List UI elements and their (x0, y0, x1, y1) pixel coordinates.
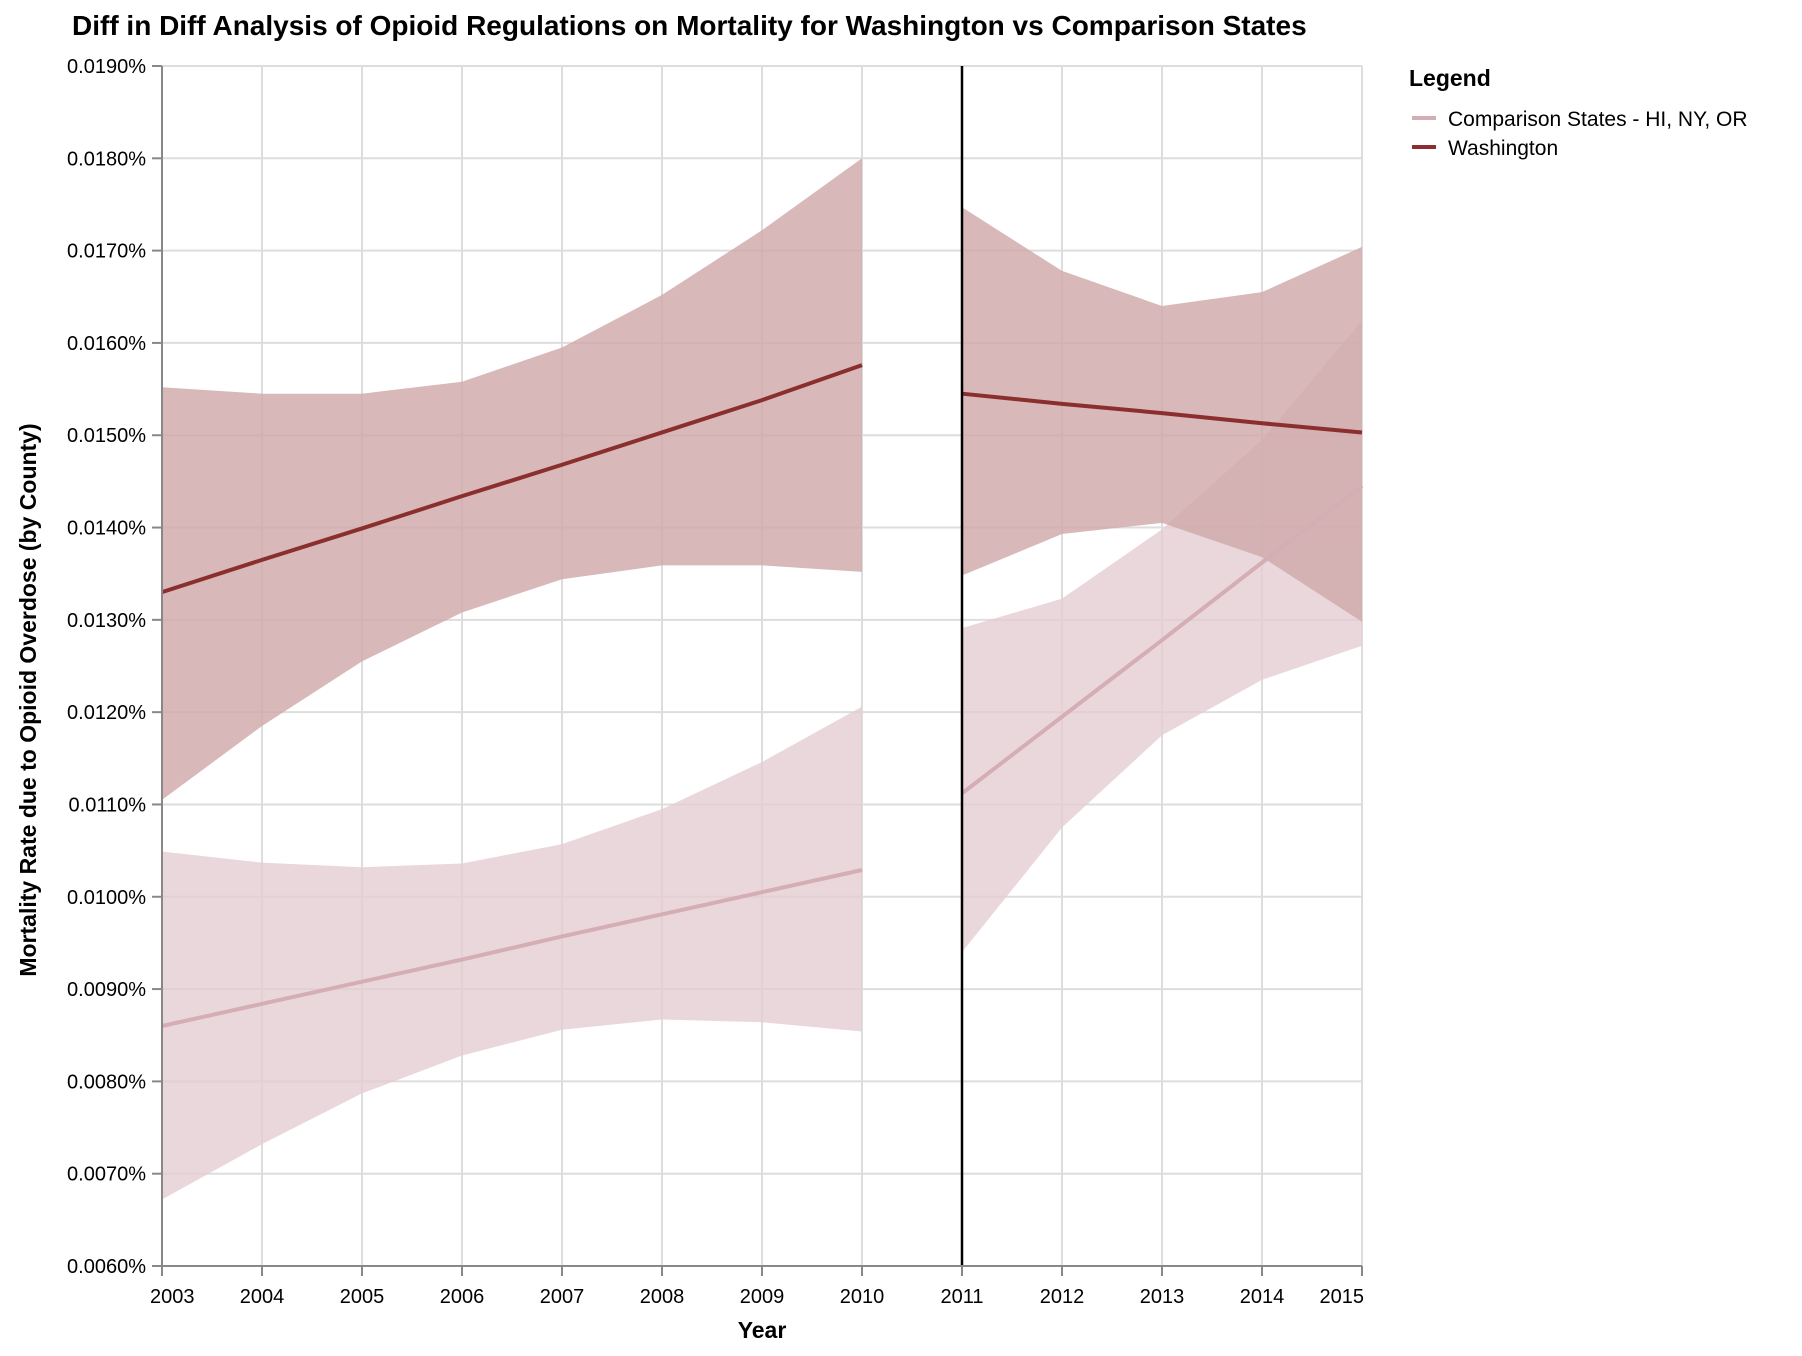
y-tick-label: 0.0060% (67, 1256, 146, 1278)
y-tick-label: 0.0100% (67, 887, 146, 909)
y-axis-title: Mortality Rate due to Opioid Overdose (b… (15, 423, 41, 976)
chart-title: Diff in Diff Analysis of Opioid Regulati… (72, 10, 1307, 41)
legend-items: Comparison States - HI, NY, OR Washington (1412, 108, 1748, 160)
x-tick-label: 2005 (340, 1286, 385, 1308)
x-axis-ticks: 2003 2004 2005 2006 2007 2008 2009 2010 2011 2012… (150, 1266, 1364, 1308)
x-tick-label: 2012 (1040, 1286, 1085, 1308)
legend-title: Legend (1409, 65, 1491, 91)
series-line-comparison (161, 868, 863, 1028)
x-tick-label: 2004 (240, 1286, 285, 1308)
y-tick-label: 0.0190% (67, 56, 146, 78)
legend-label: Comparison States - HI, NY, OR (1448, 108, 1748, 131)
y-axis-ticks: 0.0060% 0.0070% 0.0080% 0.0090% 0.0100% 0.011… (67, 56, 162, 1278)
x-tick-label: 2013 (1140, 1286, 1185, 1308)
y-tick-label: 0.0090% (67, 979, 146, 1001)
x-tick-label: 2003 (150, 1286, 195, 1308)
confidence-band-comparison (162, 706, 862, 1200)
series-lines (161, 363, 1364, 1028)
x-tick-label: 2015 (1320, 1286, 1365, 1308)
x-tick-label: 2010 (840, 1286, 885, 1308)
series-line-comparison (960, 484, 1364, 795)
series-line-washington (961, 391, 1363, 435)
x-tick-label: 2014 (1240, 1286, 1285, 1308)
series-line-washington (161, 363, 863, 595)
y-tick-label: 0.0070% (67, 1164, 146, 1186)
x-tick-label: 2008 (640, 1286, 685, 1308)
y-tick-label: 0.0080% (67, 1071, 146, 1093)
x-tick-label: 2006 (440, 1286, 485, 1308)
y-tick-label: 0.0130% (67, 610, 146, 632)
x-tick-label: 2011 (940, 1286, 983, 1308)
x-tick-label: 2009 (740, 1286, 785, 1308)
y-tick-label: 0.0150% (67, 425, 146, 447)
y-tick-label: 0.0140% (67, 518, 146, 540)
x-axis-title: Year (738, 1317, 787, 1343)
y-tick-label: 0.0120% (67, 702, 146, 724)
y-tick-label: 0.0170% (67, 241, 146, 263)
x-tick-label: 2007 (540, 1286, 585, 1308)
legend-label: Washington (1448, 137, 1558, 160)
y-tick-label: 0.0180% (67, 148, 146, 170)
y-tick-label: 0.0160% (67, 333, 146, 355)
legend: Legend Comparison States - HI, NY, OR Was… (1409, 65, 1748, 160)
y-tick-label: 0.0110% (69, 794, 147, 816)
